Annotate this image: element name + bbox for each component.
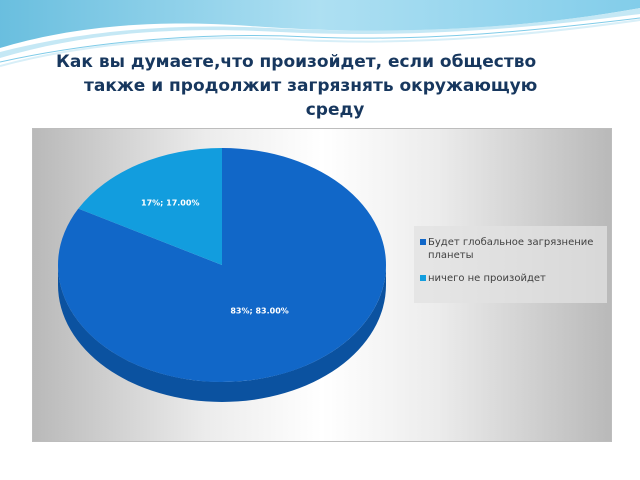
pie-slice-nothing-happens: [78, 148, 222, 265]
data-label-global-pollution: 83%; 83.00%: [230, 306, 288, 315]
legend-item-nothing-happens: ничего не произойдет: [420, 272, 603, 285]
legend-swatch-global-pollution: [420, 239, 426, 245]
data-label-nothing-happens: 17%; 17.00%: [141, 199, 199, 208]
slide-title-line-3: среду: [305, 100, 365, 120]
slide-title: Как вы думаете,что произойдет, если обще…: [40, 50, 600, 122]
legend-label-nothing-happens: ничего не произойдет: [428, 273, 546, 284]
decorative-wave-banner: [0, 0, 640, 67]
slide-title-line-2: также и продолжит загрязнять окружающую: [84, 76, 538, 96]
pie-chart: 83%; 83.00% 17%; 17.00%: [58, 148, 387, 402]
legend-swatch-nothing-happens: [420, 275, 426, 281]
slide-title-line-1: Как вы думаете,что произойдет, если обще…: [56, 52, 537, 72]
pie-side-wall: [58, 265, 386, 402]
chart-legend: Будет глобальное загрязнение планеты нич…: [414, 226, 607, 303]
legend-label-global-pollution: Будет глобальное загрязнение планеты: [428, 237, 594, 261]
pie-slice-global-pollution: [58, 148, 387, 382]
legend-item-global-pollution: Будет глобальное загрязнение планеты: [420, 236, 603, 262]
chart-area: 83%; 83.00% 17%; 17.00% Будет глобальное …: [32, 128, 612, 442]
